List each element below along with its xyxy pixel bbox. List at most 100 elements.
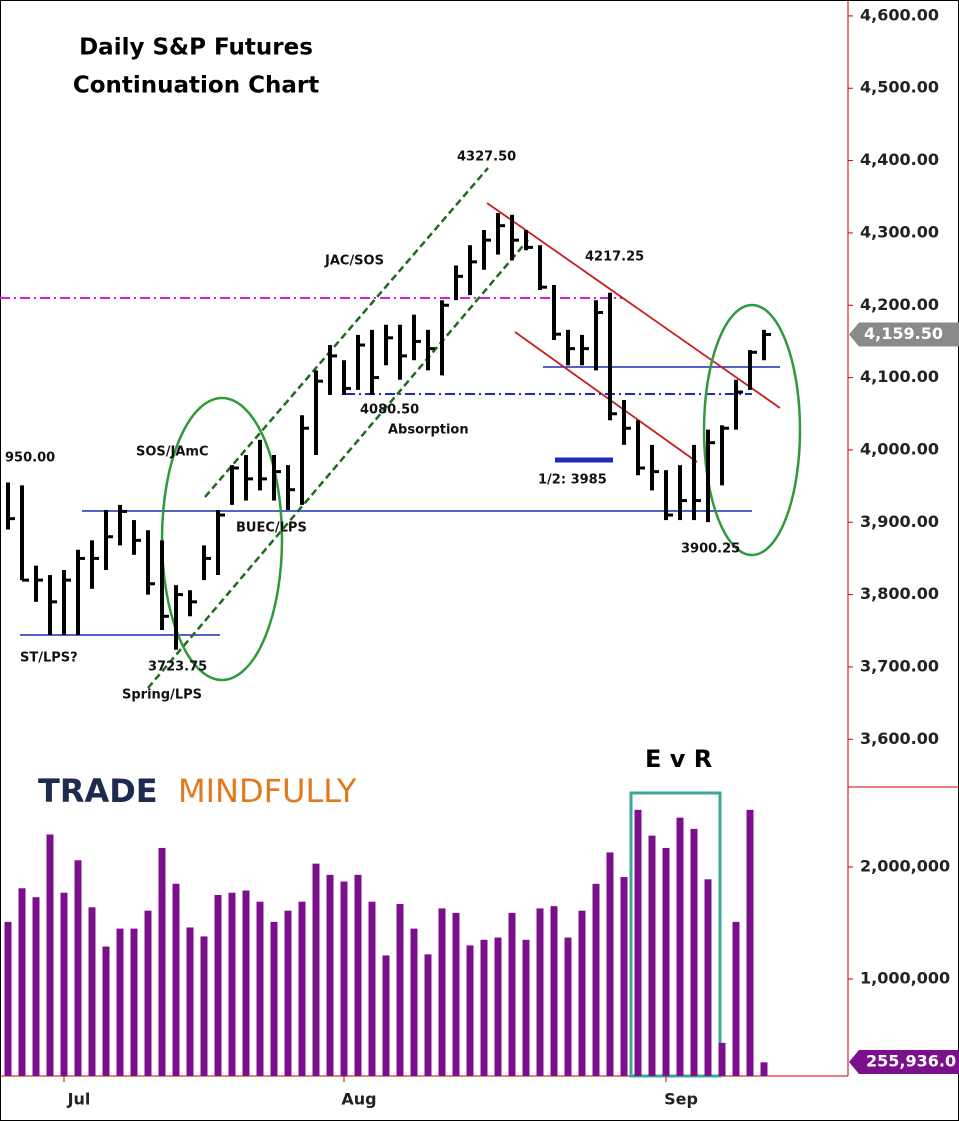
annotation: 4217.25 — [585, 250, 644, 265]
price-bar — [384, 324, 393, 366]
price-bar — [748, 350, 757, 390]
price-bar — [314, 370, 323, 455]
volume-bar — [214, 894, 222, 1076]
price-bar — [230, 465, 239, 505]
price-bar — [300, 415, 309, 505]
chart-title: Continuation Chart — [73, 73, 319, 99]
logo: TRADE — [38, 772, 158, 810]
price-bar — [216, 509, 225, 576]
y-tick-label: 3,900.00 — [860, 512, 939, 531]
annotation: 3900.25 — [681, 542, 740, 557]
volume-bar — [186, 927, 194, 1076]
volume-bar — [74, 860, 82, 1076]
volume-bar — [298, 901, 306, 1076]
volume-bar — [648, 835, 656, 1076]
y-tick-label: 4,300.00 — [860, 222, 939, 241]
last-price-label: 4,159.50 — [864, 324, 943, 343]
annotation: E v R — [645, 745, 712, 773]
price-bar — [398, 324, 407, 380]
price-bar — [328, 345, 337, 395]
chart-title: Daily S&P Futures — [79, 35, 313, 61]
price-bar — [454, 265, 463, 301]
price-bar — [720, 425, 729, 486]
price-bar — [48, 575, 57, 636]
volume-bar — [4, 921, 12, 1076]
price-bar — [510, 214, 519, 261]
y-tick-label: 3,700.00 — [860, 656, 939, 675]
x-tick-label: Sep — [664, 1090, 698, 1109]
volume-bar — [494, 937, 502, 1076]
volume-bar — [760, 1062, 768, 1076]
y-tick-label: 4,000.00 — [860, 439, 939, 458]
annotation: 4327.50 — [457, 150, 516, 165]
price-bar — [104, 509, 113, 570]
annotation: ST/LPS? — [20, 651, 78, 666]
y-tick-label: 4,200.00 — [860, 295, 939, 314]
volume-bar — [46, 834, 54, 1076]
price-bar — [496, 213, 505, 255]
volume-label: 255,936.0 — [866, 1052, 956, 1071]
volume-bar — [396, 903, 404, 1076]
annotation: 3723.75 — [148, 660, 207, 675]
volume-bar — [634, 809, 642, 1076]
annotation: Absorption — [388, 423, 469, 438]
price-bar — [440, 300, 449, 376]
y-tick-label: 3,600.00 — [860, 729, 939, 748]
volume-bar — [32, 897, 40, 1076]
y-tick-label: 4,100.00 — [860, 367, 939, 386]
price-bar — [762, 329, 771, 361]
volume-bar — [242, 890, 250, 1076]
price-bar — [370, 329, 379, 395]
price-bar — [538, 245, 547, 291]
price-bar — [174, 585, 183, 650]
price-bar — [692, 444, 701, 521]
volume-label-box — [849, 1050, 959, 1074]
volume-bar — [438, 908, 446, 1076]
price-bar — [132, 520, 141, 555]
volume-bar — [116, 928, 124, 1076]
volume-bar — [424, 954, 432, 1076]
price-bar — [426, 329, 435, 371]
annotation: 950.00 — [5, 451, 55, 466]
volume-bar — [144, 910, 152, 1076]
price-bar — [580, 334, 589, 366]
price-bar — [146, 530, 155, 595]
volume-bar — [172, 883, 180, 1076]
annotation: 4080.50 — [360, 403, 419, 418]
volume-bar — [564, 937, 572, 1076]
y-tick-label: 4,500.00 — [860, 78, 939, 97]
price-bar — [650, 444, 659, 491]
price-bar — [118, 504, 127, 546]
volume-bar — [200, 936, 208, 1076]
volume-bar — [410, 928, 418, 1076]
volume-bar — [368, 901, 376, 1076]
price-bar — [412, 314, 421, 361]
volume-bar — [102, 946, 110, 1076]
volume-bar — [718, 1042, 726, 1076]
annotation: 1/2: 3985 — [538, 473, 607, 488]
down-channel — [486, 202, 781, 409]
price-bar — [524, 230, 533, 251]
price-bar — [608, 292, 617, 421]
price-bar — [76, 549, 85, 636]
price-bar — [622, 400, 631, 445]
price-bar — [552, 284, 561, 340]
x-tick-label: Aug — [341, 1090, 376, 1109]
volume-bar — [662, 847, 670, 1076]
logo: MINDFULLY — [178, 772, 357, 810]
y-tick-label: 4,600.00 — [860, 5, 939, 24]
volume-bar — [312, 863, 320, 1076]
down-channel — [514, 331, 698, 463]
volume-bar — [522, 939, 530, 1076]
volume-bar — [578, 910, 586, 1076]
volume-bar — [690, 828, 698, 1076]
annotation: SOS/JAmC — [136, 445, 209, 460]
price-bar — [188, 590, 197, 617]
annotation: JAC/SOS — [324, 254, 384, 269]
y-tick-label: 3,800.00 — [860, 584, 939, 603]
highlight-box — [629, 791, 722, 1078]
price-bar — [734, 379, 743, 430]
price-bar — [706, 429, 715, 523]
